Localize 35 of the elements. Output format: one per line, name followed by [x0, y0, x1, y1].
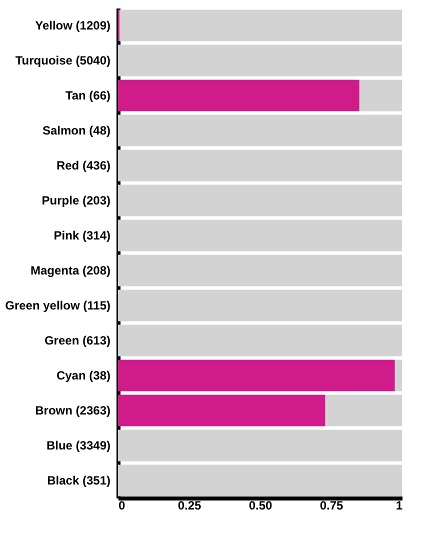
- bar: [325, 394, 402, 426]
- y-tick-label: Green (613): [44, 334, 110, 348]
- bar: [359, 80, 402, 112]
- x-tick-label: 0.25: [178, 498, 202, 512]
- x-tick-label: 0.50: [248, 498, 272, 512]
- y-tick-label: Brown (2363): [35, 404, 110, 418]
- bar: [118, 114, 402, 146]
- y-tick-label: Black (351): [47, 474, 110, 488]
- bar: [118, 360, 395, 392]
- y-tick-label: Tan (66): [65, 88, 110, 102]
- y-tick-label: Salmon (48): [42, 124, 111, 138]
- bar: [118, 290, 402, 322]
- y-tick-label: Blue (3349): [46, 438, 110, 452]
- x-tick-label: 0.75: [320, 498, 344, 512]
- bar: [118, 80, 360, 112]
- bar: [118, 220, 402, 252]
- bar: [118, 430, 402, 462]
- x-tick-label: 0: [118, 498, 126, 512]
- bar: [118, 150, 402, 182]
- bar: [118, 184, 402, 216]
- bar: [118, 394, 326, 426]
- y-tick-label: Magenta (208): [30, 264, 110, 278]
- bar: [118, 254, 402, 286]
- x-tick-label: 1: [396, 498, 403, 512]
- y-tick-label: Pink (314): [54, 228, 110, 242]
- bar: [119, 10, 402, 42]
- bar: [394, 360, 402, 392]
- y-tick-label: Red (436): [56, 158, 110, 172]
- y-tick-label: Yellow (1209): [35, 18, 110, 32]
- y-tick-label: Turquoise (5040): [15, 54, 110, 68]
- bar: [118, 324, 402, 356]
- y-tick-label: Cyan (38): [56, 368, 110, 382]
- y-tick-label: Green yellow (115): [5, 298, 110, 312]
- bar: [118, 44, 402, 76]
- y-tick-label: Purple (203): [42, 194, 110, 208]
